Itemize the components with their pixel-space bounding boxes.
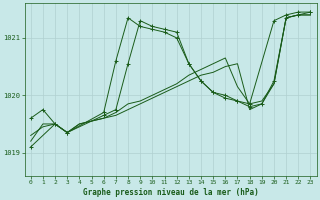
X-axis label: Graphe pression niveau de la mer (hPa): Graphe pression niveau de la mer (hPa) xyxy=(83,188,259,197)
